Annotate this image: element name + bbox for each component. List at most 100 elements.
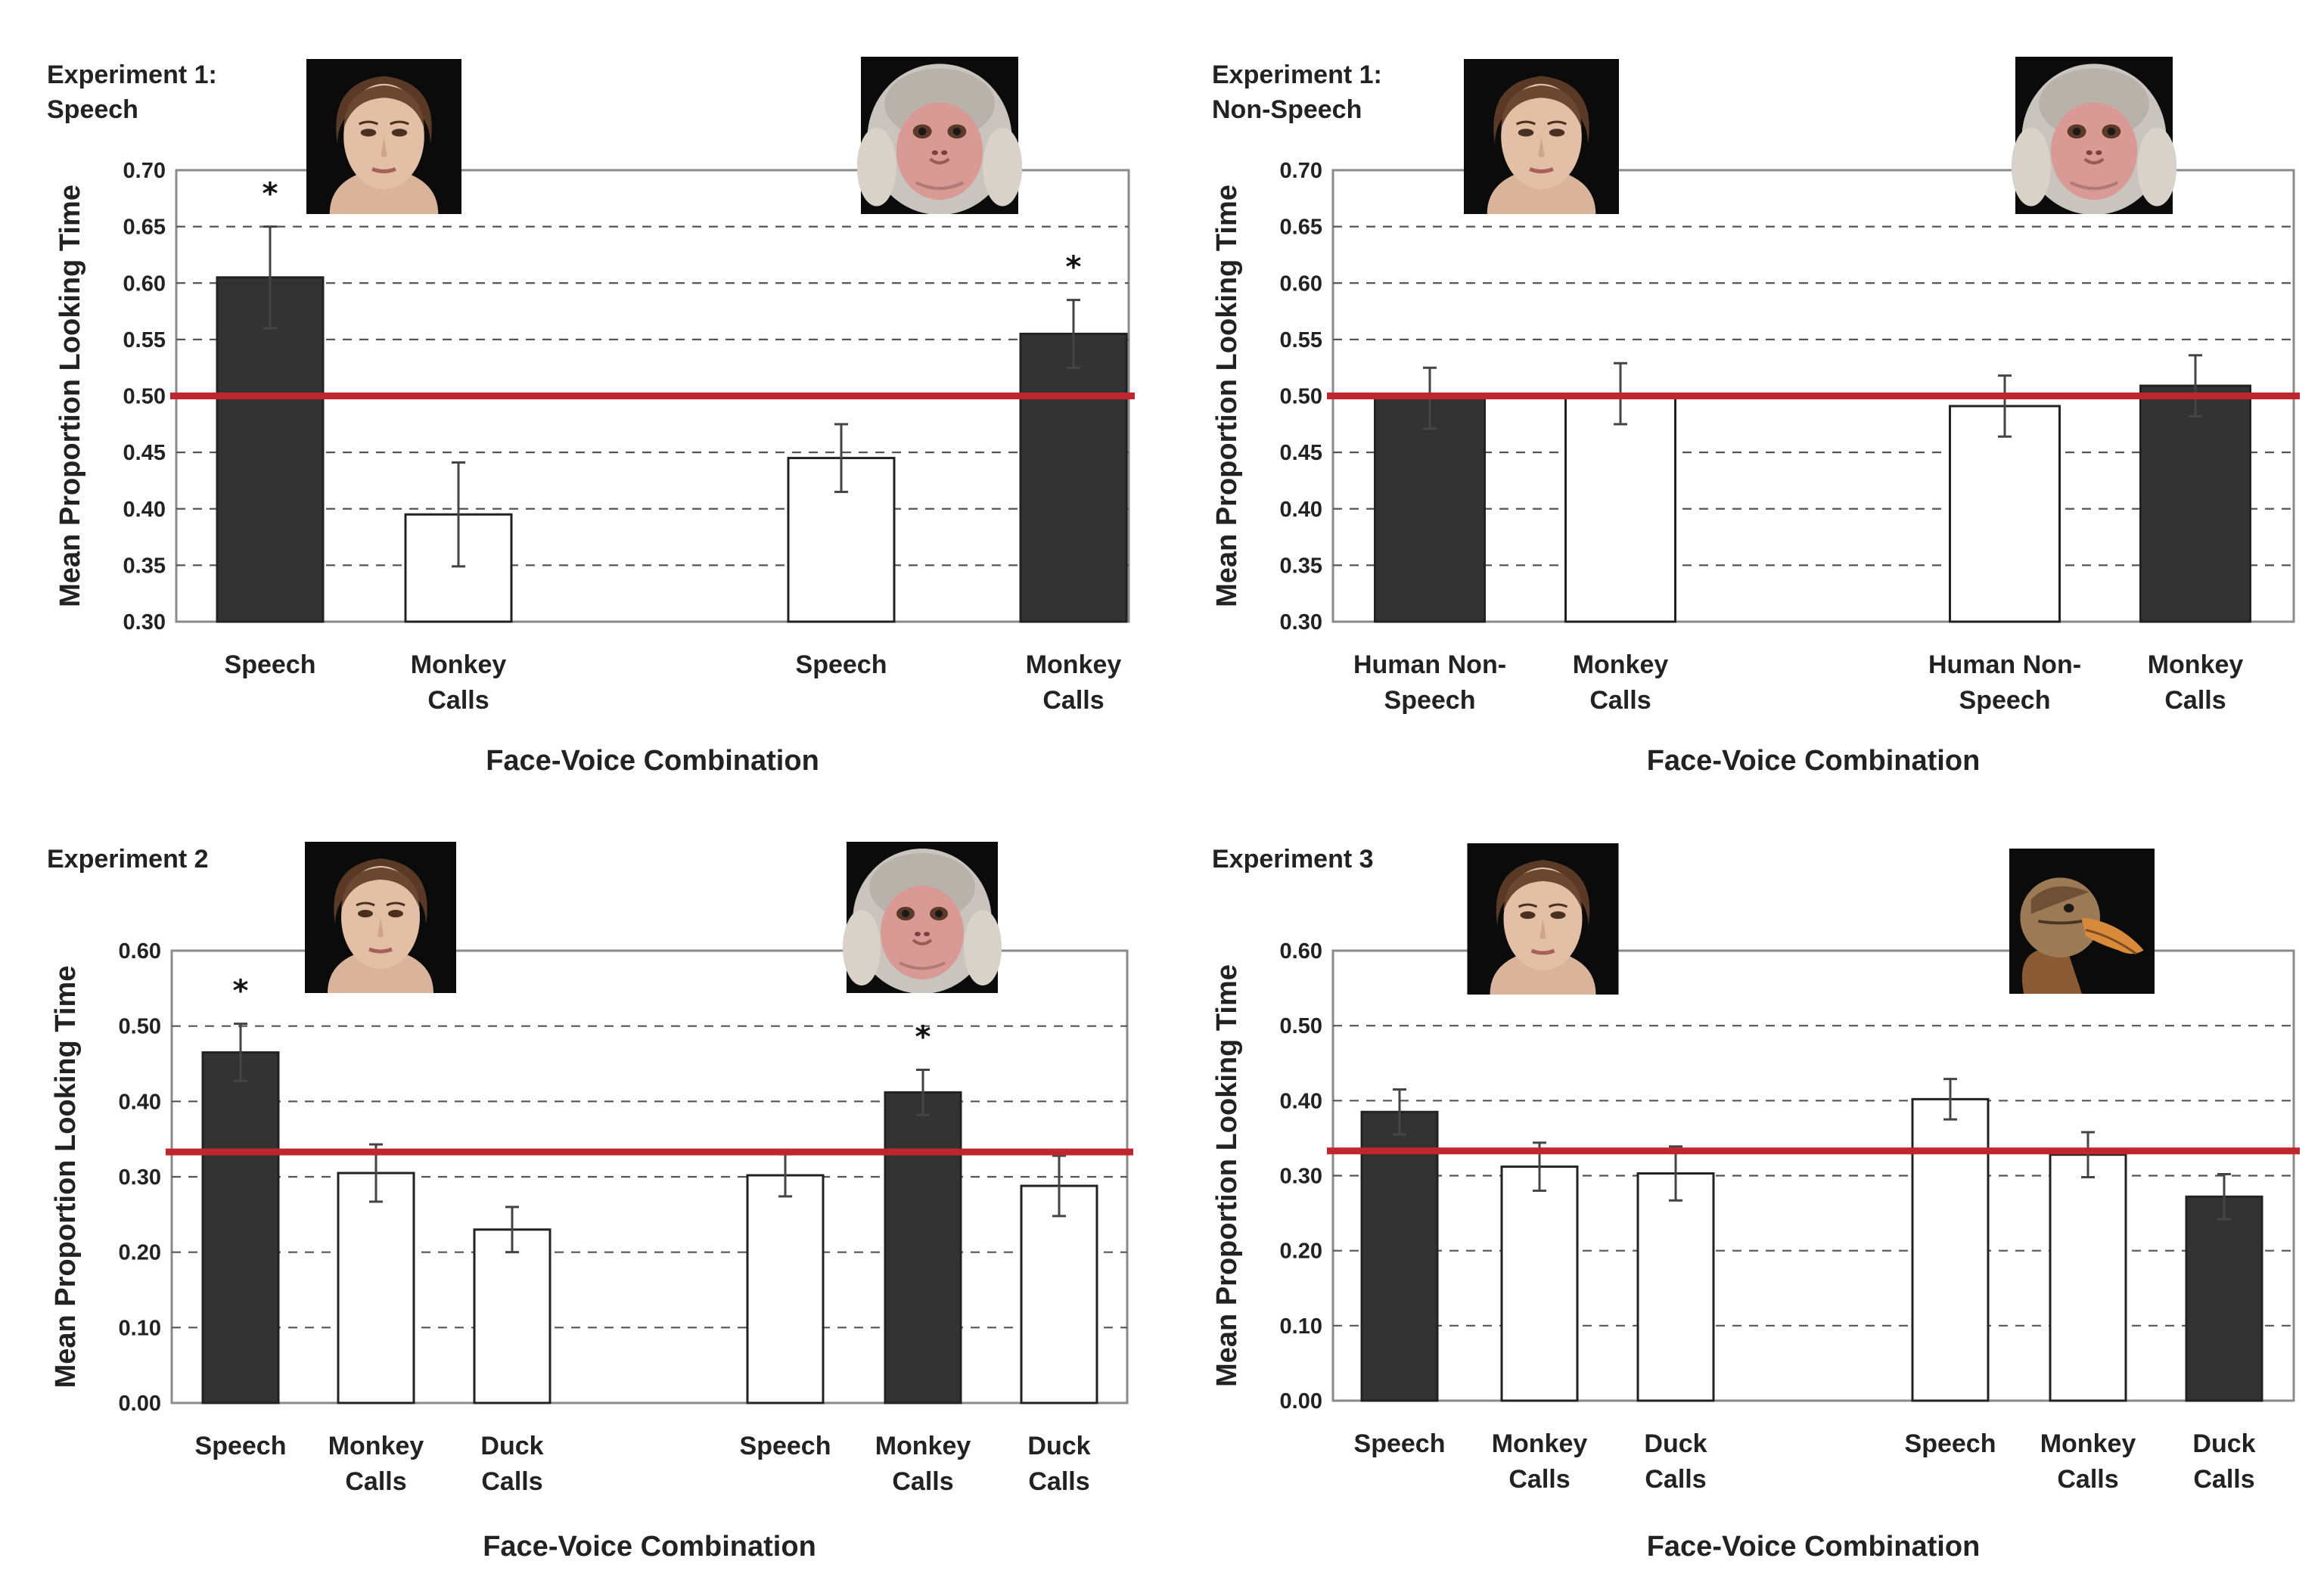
y-tick-label: 0.40 [119,1090,161,1114]
x-category-label: Speech [1384,686,1476,715]
y-tick-label: 0.45 [123,441,166,465]
bar-white [1564,393,1676,623]
x-category-label: Human Non- [1928,650,2081,679]
y-tick-label: 0.00 [119,1392,161,1416]
significance-marker: * [915,1020,931,1054]
y-tick-label: 0.60 [123,272,166,296]
x-category-label: Speech [1354,1429,1446,1458]
x-category-label: Calls [892,1467,953,1496]
significance-marker: * [233,974,249,1009]
x-category-label: Speech [740,1432,831,1460]
panel-title: Experiment 1: [1212,61,1382,89]
y-tick-label: 0.30 [1280,1165,1322,1189]
bar-white [746,1174,825,1404]
panel-title: Experiment 1: [47,61,217,89]
chart-panel-4: Experiment 3 0.60 0.50 0.40 0.30 0.20 0.10 0.00… [1211,843,2300,1563]
x-category-label: Calls [427,686,489,715]
x-axis-label: Face-Voice Combination [1647,745,1981,777]
panel-title: Non-Speech [1212,95,1362,124]
x-category-label: Calls [1028,1467,1089,1496]
y-tick-label: 0.65 [1280,216,1322,240]
y-tick-label: 0.50 [1280,1014,1322,1038]
x-category-label: Monkey [875,1432,971,1460]
panel-title: Experiment 2 [47,845,209,874]
human-face-image [1468,843,1619,995]
bar-white [1949,405,2061,623]
x-category-label: Monkey [328,1432,424,1460]
bar-white [1500,1165,1579,1402]
y-axis-label: Mean Proportion Looking Time [50,966,82,1389]
x-axis-label: Face-Voice Combination [486,745,819,777]
x-category-label: Duck [2192,1429,2255,1458]
x-category-label: Duck [480,1432,543,1460]
monkey-face-image [857,57,1022,215]
bar-white [1911,1097,1990,1402]
y-tick-label: 0.60 [119,939,161,964]
y-axis-label: Mean Proportion Looking Time [54,185,86,607]
y-axis-label: Mean Proportion Looking Time [1211,964,1243,1387]
x-category-label: Human Non- [1353,650,1506,679]
x-category-label: Monkey [1026,650,1122,679]
y-tick-label: 0.40 [1280,498,1322,522]
monkey-face-image [2012,57,2176,215]
y-tick-label: 0.60 [1280,272,1322,296]
x-category-label: Speech [1905,1429,1996,1458]
x-category-label: Calls [1589,686,1651,715]
y-tick-label: 0.35 [1280,554,1322,578]
y-tick-label: 0.65 [123,216,166,240]
bar-white [473,1228,551,1404]
bar-dark [1374,396,1486,623]
y-tick-label: 0.70 [1280,159,1322,183]
x-category-label: Speech [225,650,316,679]
x-axis-label: Face-Voice Combination [483,1531,816,1563]
bar-white [1020,1184,1098,1404]
x-category-label: Calls [2164,686,2226,715]
y-tick-label: 0.30 [123,610,166,635]
x-category-label: Calls [1042,686,1104,715]
bar-dark [1360,1110,1439,1402]
y-tick-label: 0.20 [119,1241,161,1265]
y-tick-label: 0.40 [1280,1089,1322,1113]
y-tick-label: 0.10 [119,1316,161,1340]
y-tick-label: 0.00 [1280,1389,1322,1414]
bar-dark [2139,384,2251,623]
human-face-image [1464,59,1619,214]
x-category-label: Monkey [411,650,507,679]
x-category-label: Calls [1645,1465,1706,1494]
monkey-face-image [843,842,1002,994]
plot-frame [170,949,1129,1404]
y-tick-label: 0.55 [123,328,166,352]
y-tick-label: 0.50 [1280,385,1322,409]
y-tick-label: 0.35 [123,554,166,578]
duck-face-image [2009,849,2155,994]
x-category-label: Speech [796,650,887,679]
panel-title: Experiment 3 [1212,845,1374,874]
y-tick-label: 0.45 [1280,441,1322,465]
x-category-label: Speech [1959,686,2051,715]
y-axis-label: Mean Proportion Looking Time [1211,185,1243,607]
human-face-image [305,842,456,993]
x-category-label: Calls [2057,1465,2118,1494]
y-tick-label: 0.60 [1280,939,1322,964]
x-category-label: Calls [2193,1465,2254,1494]
x-category-label: Monkey [1492,1429,1588,1458]
x-category-label: Duck [1644,1429,1707,1458]
bar-white [1636,1172,1715,1402]
significance-marker: * [1066,250,1082,285]
y-tick-label: 0.40 [123,498,166,522]
y-tick-label: 0.55 [1280,328,1322,352]
human-face-image [306,59,461,214]
y-tick-label: 0.20 [1280,1240,1322,1264]
y-tick-label: 0.50 [123,385,166,409]
x-category-label: Speech [195,1432,287,1460]
x-category-label: Calls [1508,1465,1570,1494]
y-tick-label: 0.30 [1280,610,1322,635]
panel-title: Speech [47,95,138,124]
bar-dark [216,276,325,623]
x-category-label: Calls [345,1467,406,1496]
x-axis-label: Face-Voice Combination [1647,1531,1981,1563]
x-category-label: Monkey [2148,650,2244,679]
y-tick-label: 0.70 [123,159,166,183]
significance-marker: * [263,177,278,212]
chart-panel-3: Experiment 2 0.60 0.50 0.40 0.30 0.20 0.10 0.00… [47,842,1133,1563]
